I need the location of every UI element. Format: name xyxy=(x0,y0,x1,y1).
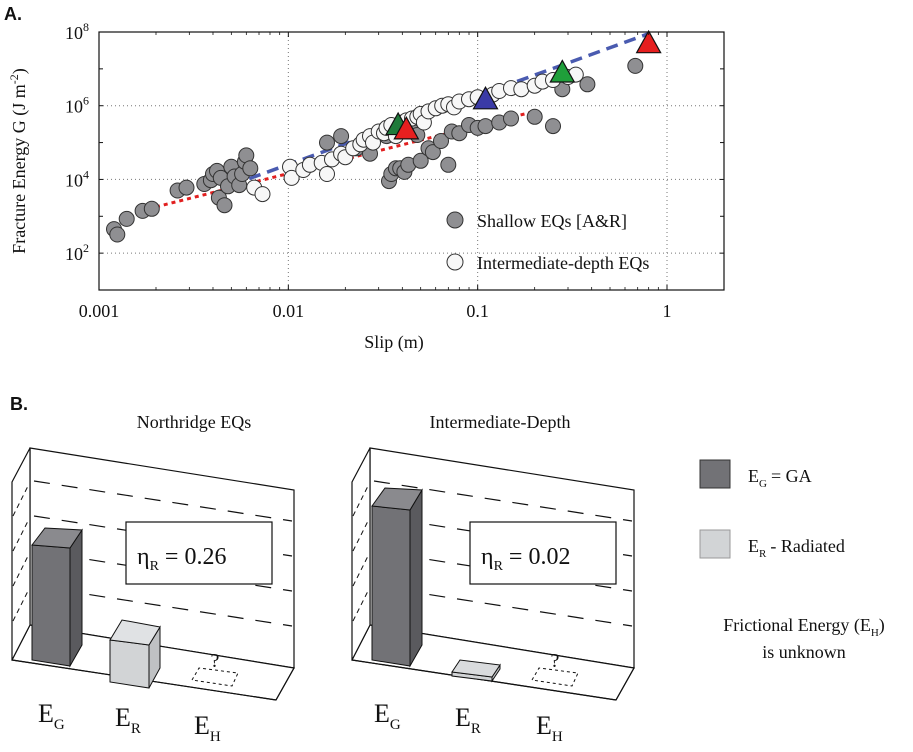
northridge-panel: Northridge EQs xyxy=(11,412,295,745)
intermediate-point xyxy=(513,81,530,98)
northridge-eh-label: EH xyxy=(194,711,221,745)
shallow-point xyxy=(143,200,160,217)
box-right-edge xyxy=(275,667,295,701)
intermediate-eta-box xyxy=(469,521,617,585)
x-axis-ticks: 0.001 0.01 0.1 1 xyxy=(79,32,725,321)
legend-er-label: ER - Radiated xyxy=(748,536,845,560)
triangle-marker xyxy=(549,59,576,83)
shallow-point xyxy=(178,179,195,196)
northridge-eta-box xyxy=(125,521,273,585)
energy-legend: EG = GA ER - Radiated Frictional Energy (E… xyxy=(699,459,885,662)
panel-b-label: B. xyxy=(10,394,28,414)
x-tick-label: 1 xyxy=(663,301,672,321)
legend-frictional-line1: Frictional Energy (EH) xyxy=(723,615,885,639)
x-tick-label: 0.001 xyxy=(79,301,120,321)
intermediate-er-bar xyxy=(451,659,501,683)
shallow-point xyxy=(545,118,561,135)
shallow-point xyxy=(627,57,644,74)
intermediate-eta-value: ηR = 0.02 xyxy=(481,544,570,574)
intermediate-point xyxy=(283,169,300,186)
shallow-point xyxy=(412,152,429,169)
northridge-eg-label: EG xyxy=(38,699,65,733)
northridge-er-bar xyxy=(109,619,161,689)
intermediate-point xyxy=(319,166,335,182)
intermediate-eg-label: EG xyxy=(374,699,401,733)
shallow-point xyxy=(433,133,449,149)
northridge-eta-value: ηR = 0.26 xyxy=(137,544,226,574)
legend-shallow-label: Shallow EQs [A&R] xyxy=(477,211,627,231)
panel-a-label: A. xyxy=(4,4,22,24)
intermediate-eg-bar xyxy=(371,487,423,668)
legend-eg-swatch xyxy=(699,459,731,489)
intermediate-points xyxy=(246,66,584,203)
intermediate-eh-label: EH xyxy=(536,711,563,745)
shallow-point xyxy=(477,118,494,135)
legend-eg-label: EG = GA xyxy=(748,466,812,490)
northridge-er-label: ER xyxy=(115,703,141,737)
intermediate-er-label: ER xyxy=(455,703,481,737)
shallow-point xyxy=(118,210,135,227)
intermediate-eh-question: ? xyxy=(551,650,560,672)
triangle-markers xyxy=(385,29,662,140)
x-tick-label: 0.01 xyxy=(273,301,305,321)
legend-shallow-marker xyxy=(446,211,464,229)
x-tick-label: 0.1 xyxy=(466,301,489,321)
shallow-point xyxy=(242,160,259,177)
fit-line-1 xyxy=(230,32,650,187)
y-tick-label: 106 xyxy=(65,94,89,117)
legend-intermediate-label: Intermediate-depth EQs xyxy=(477,253,649,273)
shallow-point xyxy=(526,108,543,125)
shallow-point xyxy=(440,156,457,173)
intermediate-panel: Intermediate-Depth xyxy=(351,412,635,745)
shallow-point xyxy=(109,226,126,243)
box-left-wall xyxy=(11,447,31,661)
legend-er-swatch xyxy=(699,529,731,559)
shallow-point xyxy=(333,128,350,145)
y-axis-ticks: 102 104 106 108 xyxy=(65,20,724,291)
triangle-marker xyxy=(472,85,499,110)
shallow-point xyxy=(579,76,596,93)
triangle-marker xyxy=(393,116,420,140)
legend-frictional-line2: is unknown xyxy=(762,642,846,662)
intermediate-point xyxy=(254,186,271,203)
northridge-eg-bar xyxy=(31,527,83,668)
northridge-eh-question: ? xyxy=(211,650,220,672)
y-axis-label: Fracture Energy G (J m-2) xyxy=(7,68,30,254)
intermediate-title: Intermediate-Depth xyxy=(430,412,571,432)
northridge-title: Northridge EQs xyxy=(137,412,251,432)
shallow-point xyxy=(424,144,441,161)
box-right-edge xyxy=(615,667,635,701)
left-wall-ticks xyxy=(352,483,370,622)
scatter-plot: 0.001 0.01 0.1 1 102 104 106 108 Slip (m) Frac… xyxy=(7,20,725,353)
shallow-point xyxy=(503,110,519,127)
y-tick-label: 104 xyxy=(65,167,89,190)
shallow-point xyxy=(216,197,233,214)
legend-intermediate-marker xyxy=(446,253,464,271)
shallow-point xyxy=(319,134,335,151)
y-tick-label: 108 xyxy=(65,20,89,43)
x-axis-label: Slip (m) xyxy=(364,332,424,353)
triangle-marker xyxy=(635,29,662,54)
left-wall-ticks xyxy=(12,483,30,622)
box-left-wall xyxy=(351,447,371,661)
scatter-legend: Shallow EQs [A&R] Intermediate-depth EQs xyxy=(446,211,649,273)
y-tick-label: 102 xyxy=(65,241,89,264)
shallow-points xyxy=(106,57,644,243)
